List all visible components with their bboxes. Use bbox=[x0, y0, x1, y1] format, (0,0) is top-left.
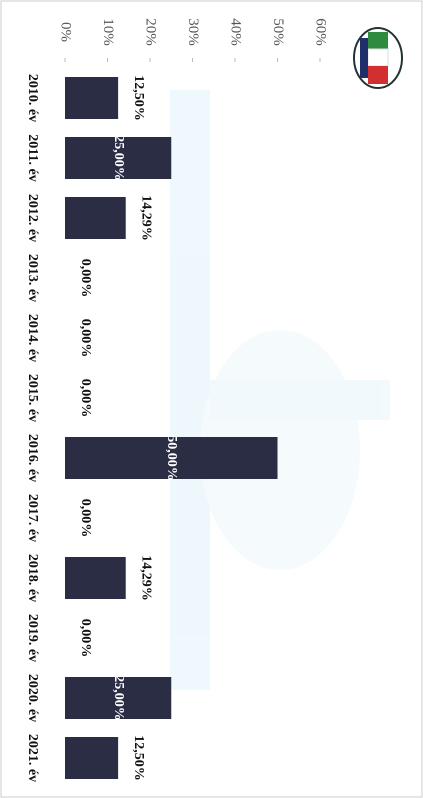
value-label: 12,50% bbox=[131, 75, 146, 121]
x-tick-label: 2021. év bbox=[25, 734, 40, 782]
bar bbox=[65, 137, 172, 179]
value-label: 0,00% bbox=[78, 379, 93, 418]
bar bbox=[65, 737, 119, 779]
x-tick-label: 2019. év bbox=[25, 614, 40, 662]
x-tick-label: 2017. év bbox=[25, 494, 40, 542]
x-tick-label: 2016. év bbox=[25, 434, 40, 482]
bar bbox=[65, 677, 172, 719]
bar bbox=[65, 557, 126, 599]
x-tick-label: 2013. év bbox=[25, 254, 40, 302]
background-decoration bbox=[170, 90, 390, 690]
x-tick-label: 2014. év bbox=[25, 314, 40, 362]
y-tick-label: 0% bbox=[58, 22, 74, 42]
value-label: 0,00% bbox=[78, 259, 93, 298]
x-tick-label: 2018. év bbox=[25, 554, 40, 602]
y-tick-label: 50% bbox=[270, 18, 286, 46]
value-label: 25,00% bbox=[111, 135, 126, 181]
value-label: 0,00% bbox=[78, 499, 93, 538]
value-label: 14,29% bbox=[139, 555, 154, 601]
bar bbox=[65, 197, 126, 239]
y-tick-label: 20% bbox=[143, 18, 159, 46]
x-tick-label: 2011. év bbox=[25, 134, 40, 181]
x-tick-label: 2020. év bbox=[25, 674, 40, 722]
bar bbox=[65, 77, 119, 119]
value-label: 0,00% bbox=[78, 319, 93, 358]
bar bbox=[65, 437, 278, 479]
y-tick-label: 10% bbox=[100, 18, 116, 46]
value-label: 25,00% bbox=[111, 675, 126, 721]
logo bbox=[353, 27, 403, 89]
y-tick-label: 40% bbox=[228, 18, 244, 46]
y-tick-label: 60% bbox=[313, 18, 329, 46]
x-tick-label: 2012. év bbox=[25, 194, 40, 242]
y-tick-label: 30% bbox=[185, 18, 201, 46]
x-tick-label: 2015. év bbox=[25, 374, 40, 422]
value-label: 50,00% bbox=[164, 435, 179, 481]
value-label: 12,50% bbox=[131, 735, 146, 781]
x-tick-label: 2010. év bbox=[25, 74, 40, 122]
value-label: 14,29% bbox=[139, 195, 154, 241]
value-label: 0,00% bbox=[78, 619, 93, 658]
